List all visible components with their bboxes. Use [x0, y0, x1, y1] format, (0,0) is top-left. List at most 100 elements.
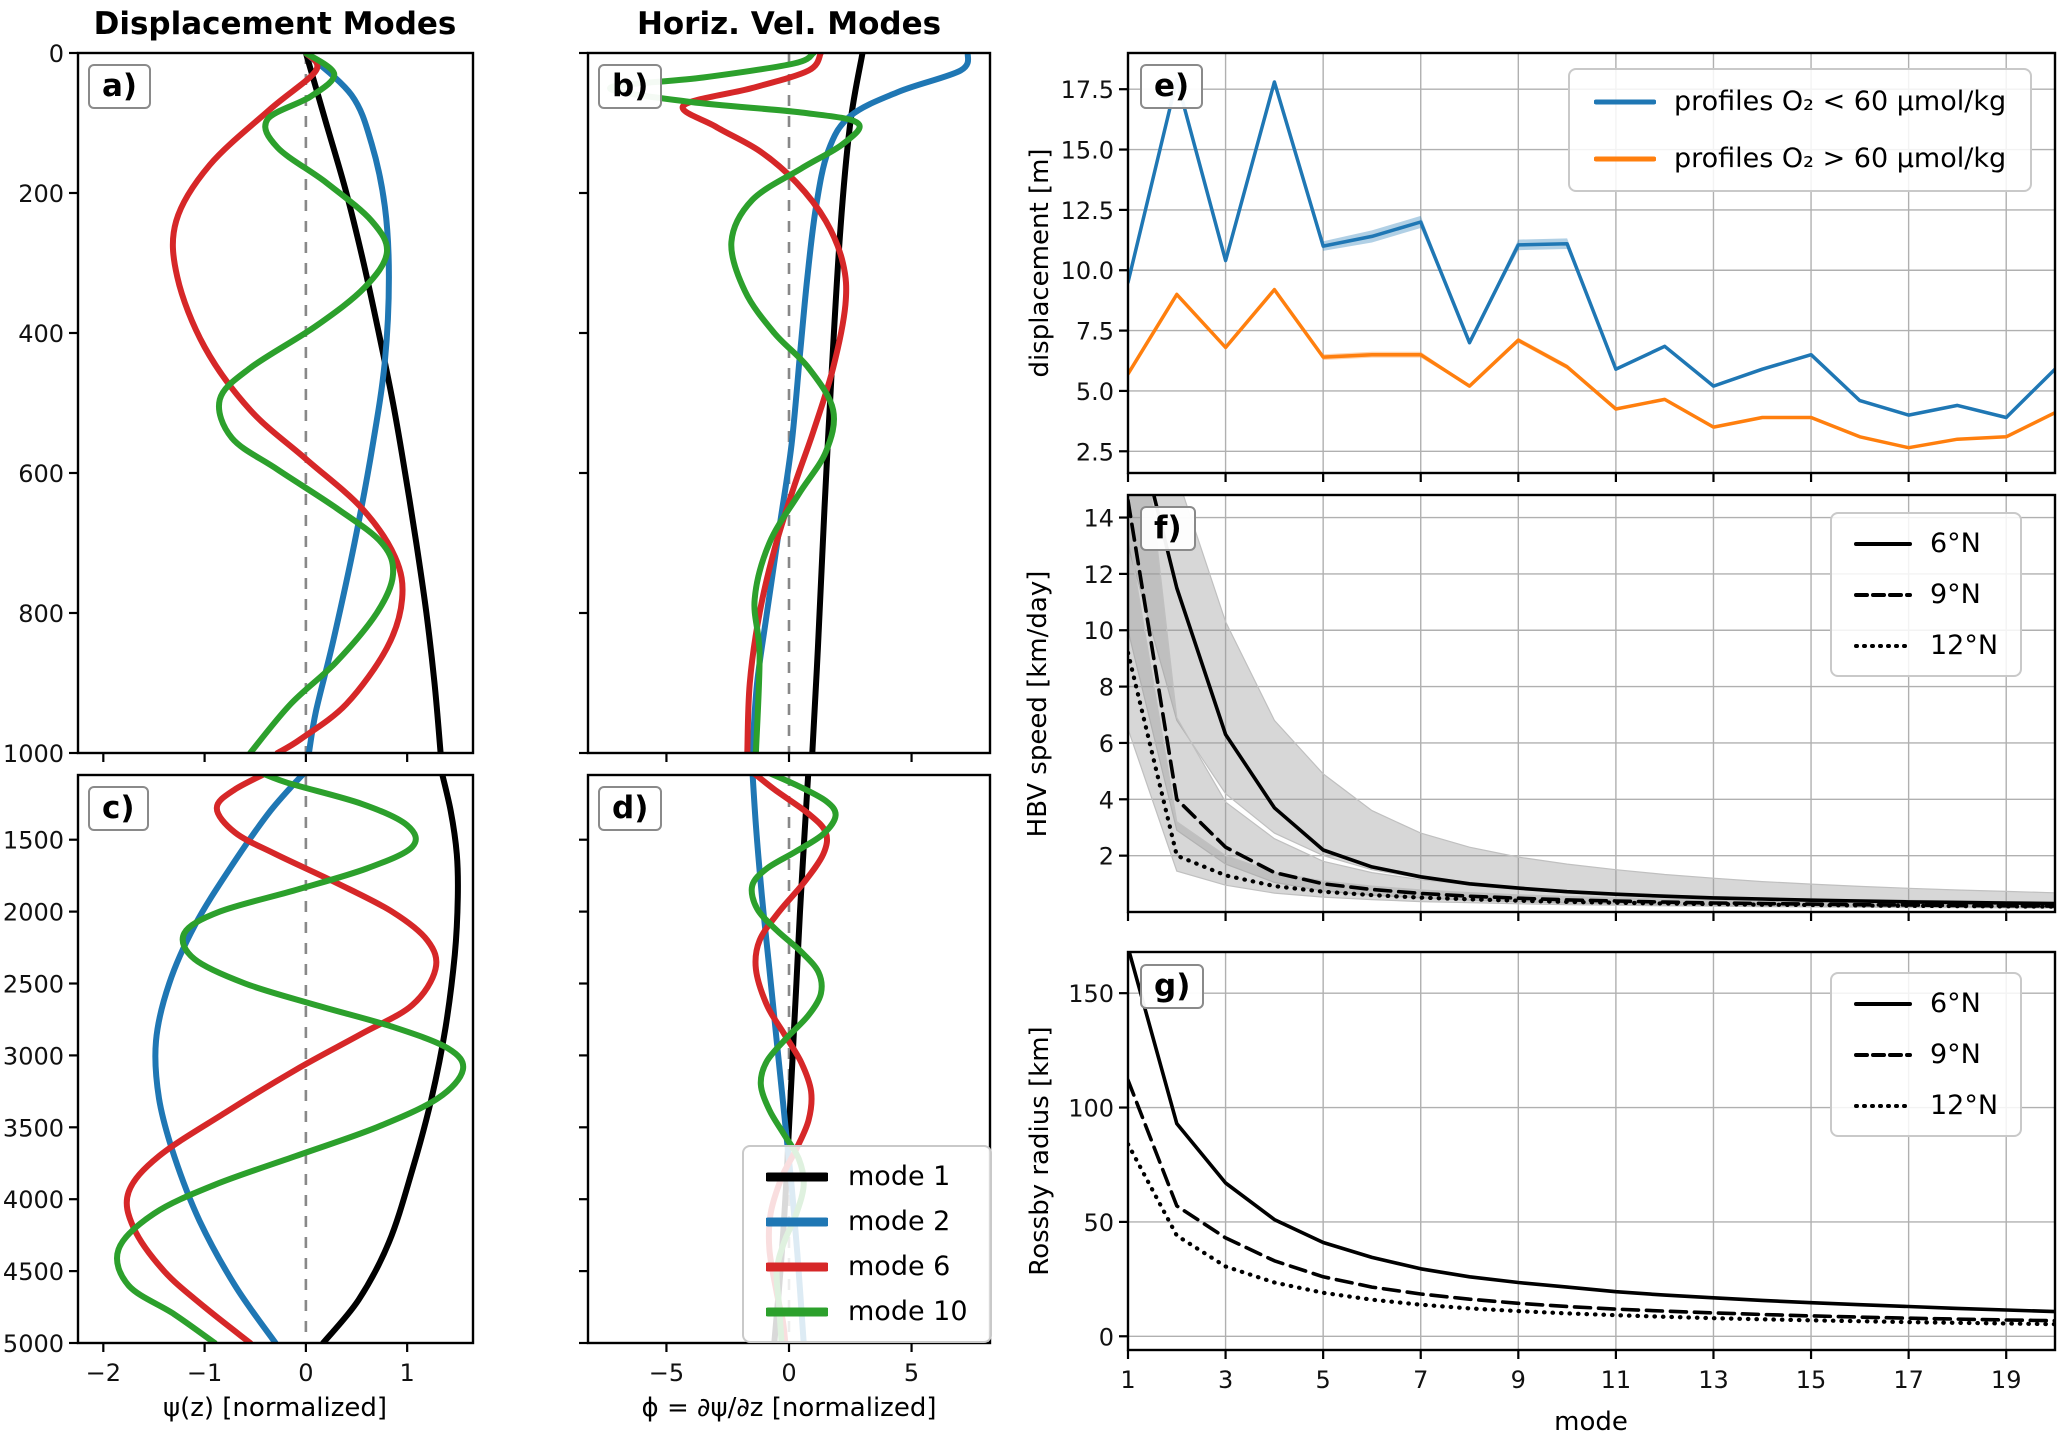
legend-line-sample: [1594, 156, 1656, 161]
series-6-n: [1151, 495, 2055, 906]
panel-letter-b: b): [598, 64, 663, 109]
legend-line-sample: [766, 1172, 828, 1181]
legend-d: mode 1 mode 2 mode 6 mode 10: [742, 1145, 992, 1343]
y-tick-label: 12.5: [1061, 197, 1114, 225]
legend-line-sample: [766, 1217, 828, 1226]
legend-line-sample: [766, 1262, 828, 1271]
y-tick-label: 150: [1068, 980, 1114, 1008]
y-tick-label: 2: [1099, 843, 1114, 871]
legend-f: 6°N 9°N 12°N: [1830, 512, 2023, 677]
legend-line-sample: [1594, 99, 1656, 104]
legend-entry-profiles-o-60-mol-kg: profiles O₂ < 60 μmol/kg: [1594, 86, 2006, 117]
title-displacement-modes: Displacement Modes: [93, 6, 457, 42]
x-tick-label: 3: [1218, 1366, 1233, 1394]
y-tick-label: 200: [18, 180, 64, 208]
x-tick-label: 7: [1413, 1366, 1428, 1394]
series-mode-10: [114, 775, 467, 1343]
legend-label: 12°N: [1930, 630, 1999, 661]
x-tick-label: 17: [1893, 1366, 1924, 1394]
panel-a: 0 200 400 600 800 1000: [3, 40, 475, 768]
y-tick-label: 3500: [3, 1114, 64, 1142]
series-12-n: [1128, 650, 2055, 909]
uncertainty-band: [1128, 495, 2055, 905]
y-tick-label: 8: [1099, 674, 1114, 702]
x-tick-label: 9: [1511, 1366, 1526, 1394]
series-profiles-o-60-mol-kg: [1128, 77, 2055, 420]
x-tick-label: 15: [1796, 1366, 1827, 1394]
x-tick-label: 1: [1120, 1366, 1135, 1394]
series-12-n: [1128, 1142, 2055, 1327]
x-tick-label: 0: [781, 1359, 796, 1387]
y-tick-label: 10.0: [1061, 257, 1114, 285]
panel-letter-d: d): [598, 786, 663, 831]
y-tick-label: 0: [1099, 1323, 1114, 1351]
legend-g: 6°N 9°N 12°N: [1830, 972, 2023, 1137]
axes-spine: [1126, 493, 2057, 914]
legend-entry-mode-10: mode 10: [766, 1296, 968, 1327]
y-tick-label: 10: [1083, 617, 1114, 645]
x-tick-label: 0: [298, 1359, 313, 1387]
series-mode-2: [749, 53, 972, 753]
x-tick-label: 11: [1601, 1366, 1632, 1394]
axes-spine: [76, 51, 475, 755]
x-tick-label: 19: [1991, 1366, 2022, 1394]
series-9-n: [1128, 1078, 2055, 1323]
legend-label: 9°N: [1930, 579, 1981, 610]
y-tick-label: 17.5: [1061, 76, 1114, 104]
series-mode-2: [302, 53, 392, 753]
y-tick-label: 5.0: [1076, 378, 1114, 406]
legend-line-sample: [1854, 1103, 1912, 1108]
series-mode-1: [320, 775, 461, 1343]
y-tick-label: 1000: [3, 740, 64, 768]
panel-letter-f: f): [1140, 506, 1196, 551]
x-tick-label: −1: [187, 1359, 222, 1387]
uncertainty-band: [1128, 288, 2055, 449]
legend-entry-6-n: 6°N: [1854, 528, 1998, 559]
legend-entry-mode-6: mode 6: [766, 1251, 968, 1282]
panel-letter-e: e): [1140, 64, 1204, 109]
y-tick-label: 600: [18, 460, 64, 488]
legend-line-sample: [1854, 541, 1912, 546]
legend-label: 12°N: [1930, 1090, 1999, 1121]
y-tick-label: 7.5: [1076, 318, 1114, 346]
legend-line-sample: [1854, 643, 1912, 648]
axes-spine: [1126, 51, 2057, 475]
panel-letter-g: g): [1140, 964, 1205, 1009]
xlabel-phi-normalized: ϕ = ∂ψ/∂z [normalized]: [641, 1393, 937, 1423]
panel-c: 1500 2000 2500 3000 3500 4000 4500 5000 −2 −1 0 1: [3, 773, 475, 1387]
axes-spine: [76, 773, 475, 1345]
legend-entry-9-n: 9°N: [1854, 579, 1998, 610]
panel-b: [579, 51, 992, 762]
y-tick-label: 6: [1099, 730, 1114, 758]
y-tick-label: 3000: [3, 1042, 64, 1070]
xlabel-psi-normalized: ψ(z) [normalized]: [162, 1393, 388, 1423]
series-mode-6: [169, 53, 406, 753]
y-tick-label: 14: [1083, 505, 1114, 533]
title-horiz-vel-modes: Horiz. Vel. Modes: [636, 6, 942, 42]
series-profiles-o-60-mol-kg: [1128, 287, 2055, 450]
series-mode-2: [152, 775, 307, 1343]
legend-label: mode 1: [848, 1161, 951, 1192]
legend-label: profiles O₂ < 60 μmol/kg: [1674, 86, 2007, 117]
series-6-n: [1128, 952, 2055, 1314]
y-tick-label: 4: [1099, 786, 1114, 814]
y-tick-label: 400: [18, 320, 64, 348]
legend-e: profiles O₂ < 60 μmol/kg profiles O₂ > 60…: [1568, 68, 2033, 192]
panel-letter-a: a): [88, 64, 152, 109]
x-tick-label: 1: [400, 1359, 415, 1387]
ylabel-displacement: displacement [m]: [1025, 148, 1055, 378]
series-mode-6: [123, 775, 440, 1343]
legend-line-sample: [1854, 592, 1912, 597]
legend-entry-mode-1: mode 1: [766, 1161, 968, 1192]
x-tick-label: 5: [904, 1359, 919, 1387]
x-tick-label: −5: [649, 1359, 684, 1387]
legend-entry-12-n: 12°N: [1854, 630, 1998, 661]
axes-spine: [1126, 950, 2057, 1352]
y-tick-label: 2500: [3, 971, 64, 999]
series-mode-10: [216, 53, 397, 753]
legend-entry-9-n: 9°N: [1854, 1039, 1998, 1070]
ylabel-hbv-speed: HBV speed [km/day]: [1023, 570, 1053, 838]
legend-line-sample: [1854, 1001, 1912, 1006]
x-tick-label: 5: [1316, 1366, 1331, 1394]
legend-entry-6-n: 6°N: [1854, 988, 1998, 1019]
